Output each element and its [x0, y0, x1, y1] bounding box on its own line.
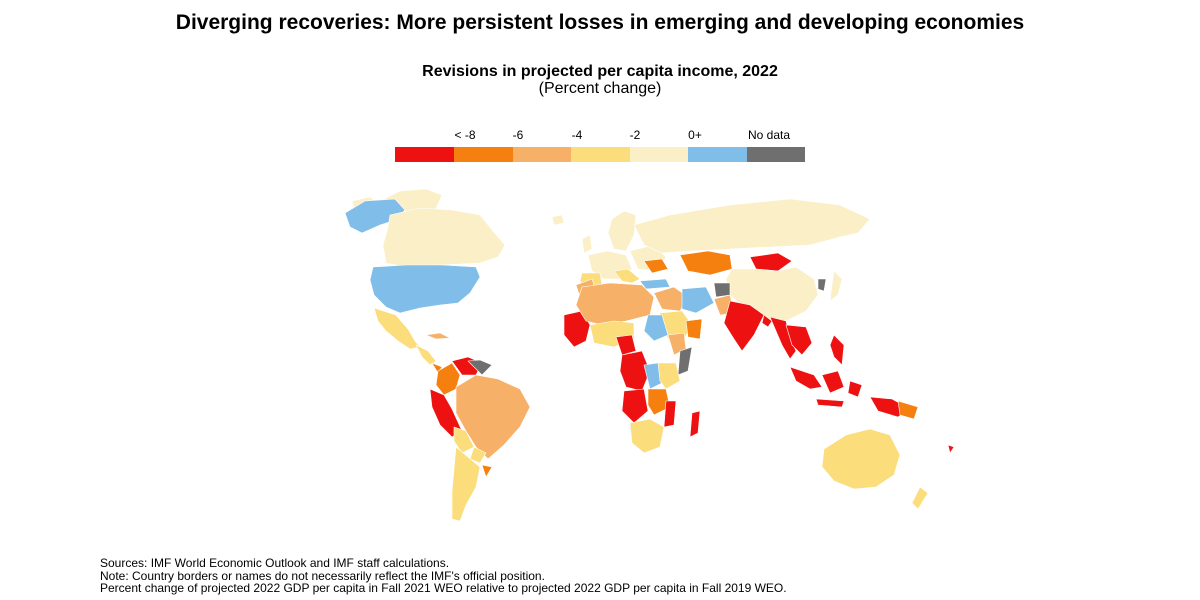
region-indochina: [785, 324, 813, 356]
region-bangladesh: [761, 314, 773, 328]
region-central-america: [415, 344, 437, 366]
legend-label-0plus: 0+: [688, 128, 702, 142]
region-cuba: [425, 332, 451, 340]
legend-label-m4: -4: [571, 128, 583, 142]
region-mexico: [373, 307, 421, 350]
region-italy-balkans: [613, 268, 641, 284]
legend-label-no-data: No data: [747, 128, 791, 142]
region-afghanistan: [713, 282, 731, 298]
region-kazakhstan: [679, 250, 733, 276]
region-ukraine: [643, 258, 669, 274]
world-map-svg: [344, 188, 955, 522]
legend: < -8 -6 -4 -2 0+ No data: [395, 128, 805, 164]
legend-label-lt-8: < -8: [454, 128, 476, 142]
legend-label-m6: -6: [512, 128, 524, 142]
definition-note: Percent change of projected 2022 GDP per…: [100, 581, 787, 595]
region-sulawesi: [847, 380, 863, 398]
region-sumatra-malaysia: [789, 366, 823, 390]
region-southern-africa: [629, 418, 665, 454]
legend-swatch-m2: [571, 147, 630, 162]
region-korea: [817, 278, 827, 292]
legend-label-m2: -2: [629, 128, 641, 142]
region-guyana: [467, 359, 493, 376]
region-india: [723, 300, 765, 352]
region-madagascar: [689, 410, 701, 438]
region-somalia: [677, 346, 693, 376]
region-iceland: [551, 214, 565, 226]
chart-units: (Percent change): [538, 80, 662, 97]
region-paraguay: [469, 446, 487, 464]
region-russia: [633, 198, 871, 254]
region-east-africa: [657, 362, 681, 390]
region-png-east: [897, 400, 919, 420]
region-iran: [681, 286, 715, 314]
region-canada: [382, 207, 506, 268]
region-mozambique: [663, 400, 677, 428]
legend-swatch-no-data: [688, 147, 747, 162]
region-java: [815, 398, 845, 408]
disclaimer-note: Note: Country borders or names do not ne…: [100, 568, 545, 583]
legend-swatch-lt-8: [395, 147, 454, 162]
region-mongolia: [749, 252, 793, 272]
region-argentina-chile: [451, 446, 481, 522]
region-yemen-oman: [685, 318, 703, 340]
chart-subtitle: Revisions in projected per capita income…: [422, 63, 778, 80]
region-angola: [621, 388, 649, 424]
region-bolivia: [453, 426, 475, 454]
region-scandinavia: [607, 210, 637, 252]
region-borneo: [821, 370, 845, 394]
region-turkey: [639, 278, 671, 290]
region-brazil: [455, 374, 531, 460]
chart-title: Diverging recoveries: More persistent lo…: [175, 11, 1025, 34]
region-philippines: [829, 334, 845, 366]
region-usa: [369, 264, 481, 314]
legend-swatch-m4: [513, 147, 571, 162]
footnotes: Sources: IMF World Economic Outlook and …: [100, 557, 787, 595]
region-myanmar: [769, 316, 797, 360]
legend-swatch-0plus: [630, 147, 688, 162]
sources-note: Sources: IMF World Economic Outlook and …: [100, 556, 450, 570]
region-pacific-islands: [947, 444, 955, 454]
region-uk: [581, 234, 593, 254]
region-north-africa: [575, 282, 655, 326]
legend-swatch-m6: [454, 147, 513, 162]
region-australia: [821, 428, 901, 490]
region-nigeria: [615, 334, 637, 356]
legend-swatch-gray: [747, 147, 805, 162]
region-uruguay: [481, 464, 493, 478]
region-sudan: [643, 314, 669, 342]
region-zambia-zimbabwe: [647, 388, 671, 416]
world-map: [230, 175, 990, 545]
region-japan: [829, 270, 843, 302]
region-new-zealand: [911, 486, 929, 510]
